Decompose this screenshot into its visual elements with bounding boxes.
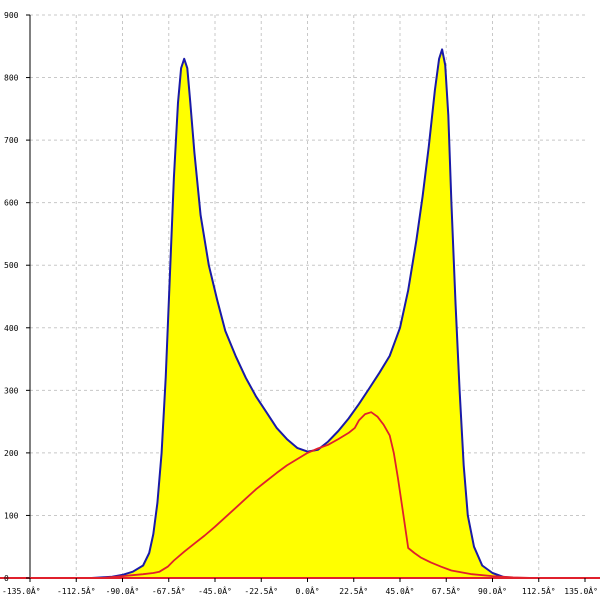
x-tick-label: 90.0Â°	[478, 585, 507, 596]
y-tick-label: 400	[4, 324, 19, 333]
x-tick-label: -22.5Â°	[244, 585, 278, 596]
axes	[0, 15, 600, 579]
x-tick-label: -45.0Â°	[198, 585, 232, 596]
y-tick-label: 500	[4, 261, 19, 270]
x-tick-label: 0.0Â°	[295, 585, 319, 596]
x-tick-label: -90.0Â°	[106, 585, 140, 596]
y-tick-label: 600	[4, 199, 19, 208]
y-tick-label: 100	[4, 511, 19, 520]
series-layer	[30, 48, 585, 579]
y-tick-label: 300	[4, 386, 19, 395]
x-tick-label: -135.0Â°	[2, 585, 41, 596]
series-line-2	[30, 411, 585, 579]
series-area-fill	[30, 49, 585, 578]
y-tick-label: 900	[4, 11, 19, 20]
x-tick-label: 22.5Â°	[339, 585, 368, 596]
x-axis-tick-labels: -135.0Â° -112.5Â° -90.0Â° -67.5Â° -45.0Â° -22…	[2, 578, 598, 596]
x-tick-label: 135.0Â°	[564, 585, 598, 596]
y-tick-label: 200	[4, 449, 19, 458]
x-tick-label: -67.5Â°	[152, 585, 186, 596]
x-tick-label: 112.5Â°	[522, 585, 556, 596]
y-axis-tick-labels: 0 100 200 300 400 500 600 700 800 900	[4, 11, 30, 583]
x-tick-label: 67.5Â°	[432, 585, 461, 596]
x-tick-label: -112.5Â°	[57, 585, 96, 596]
x-tick-label: 45.0Â°	[386, 585, 415, 596]
y-tick-label: 0	[4, 574, 9, 583]
series-outline-line	[30, 48, 585, 579]
y-tick-label: 700	[4, 136, 19, 145]
y-tick-label: 800	[4, 74, 19, 83]
